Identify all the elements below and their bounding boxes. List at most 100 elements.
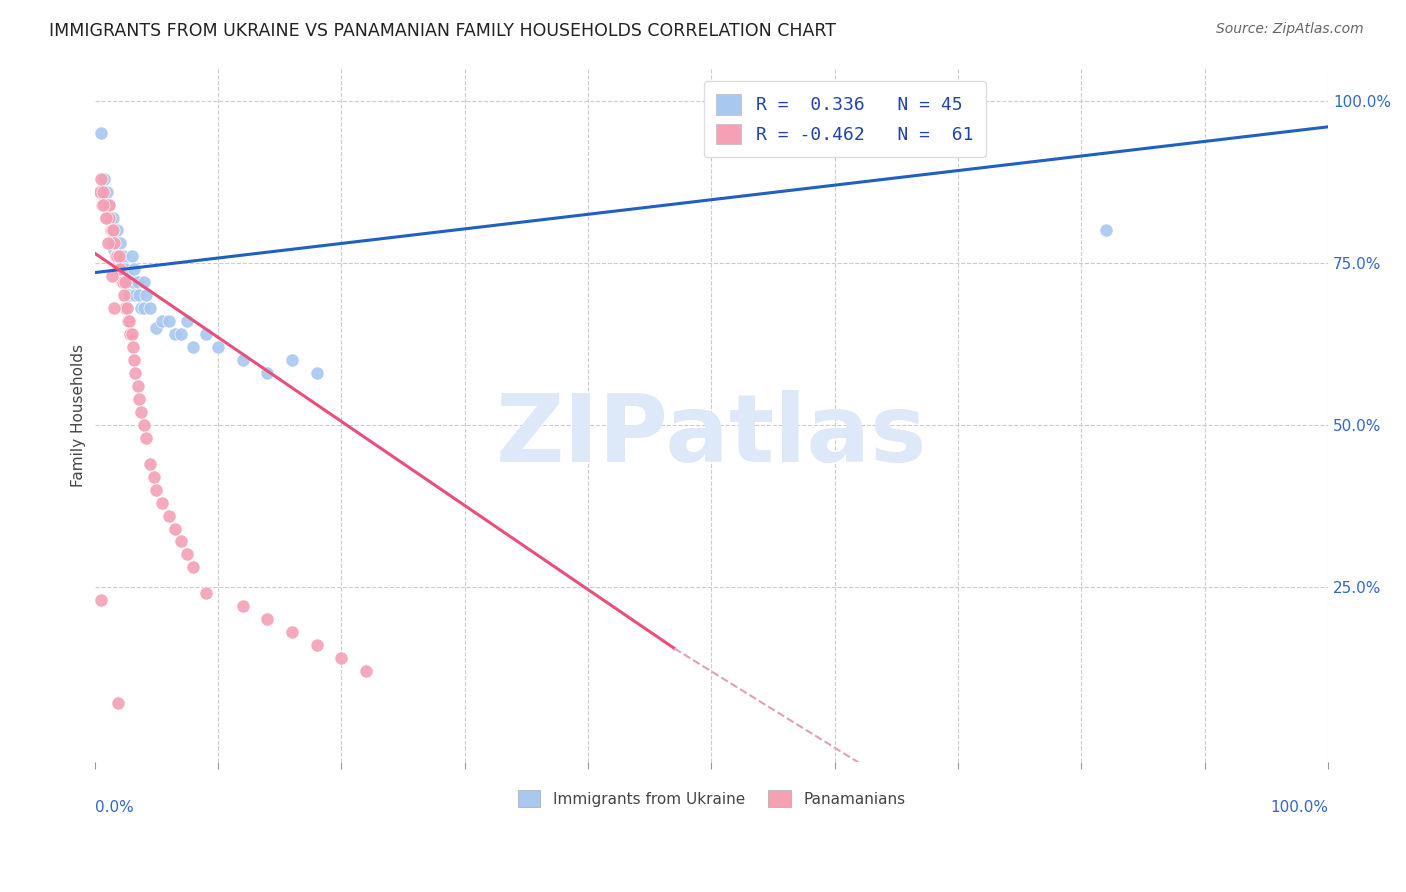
Point (139, 457, 162, 471)
Point (111, 276, 134, 290)
Point (115, 276, 138, 290)
Point (101, 211, 124, 225)
Point (305, 366, 328, 380)
Text: Source: ZipAtlas.com: Source: ZipAtlas.com (1216, 22, 1364, 37)
Point (118, 288, 141, 302)
Point (181, 340, 204, 354)
Text: IMMIGRANTS FROM UKRAINE VS PANAMANIAN FAMILY HOUSEHOLDS CORRELATION CHART: IMMIGRANTS FROM UKRAINE VS PANAMANIAN FA… (49, 22, 837, 40)
Point (103, 301, 125, 316)
Point (100, 223, 122, 237)
Point (176, 548, 198, 562)
Point (163, 522, 186, 536)
Point (207, 340, 229, 354)
Point (108, 249, 131, 263)
Point (111, 268, 134, 283)
Point (93, 171, 115, 186)
Point (111, 249, 134, 263)
Point (111, 276, 134, 290)
Point (128, 288, 150, 302)
Point (107, 262, 129, 277)
Point (117, 268, 139, 283)
Point (132, 417, 155, 432)
Point (1095, 223, 1118, 237)
Point (104, 249, 127, 263)
Point (281, 353, 304, 368)
Point (256, 612, 278, 626)
Point (101, 236, 124, 251)
Point (96, 197, 118, 211)
Point (115, 301, 138, 316)
Point (101, 236, 124, 251)
Point (98, 211, 121, 225)
Point (91, 197, 114, 211)
Point (117, 314, 139, 328)
Point (110, 262, 132, 277)
Point (97, 236, 120, 251)
Point (101, 223, 124, 237)
Point (121, 276, 143, 290)
Point (127, 379, 149, 393)
Point (256, 366, 278, 380)
Point (124, 366, 146, 380)
Point (89, 185, 111, 199)
Point (121, 327, 143, 342)
Point (118, 314, 141, 328)
Point (176, 314, 198, 328)
Point (97, 211, 120, 225)
Point (104, 249, 127, 263)
Point (194, 327, 217, 342)
Point (157, 314, 180, 328)
Point (110, 236, 132, 251)
Point (145, 320, 167, 334)
Point (194, 586, 217, 600)
Point (135, 288, 157, 302)
Point (122, 353, 145, 368)
Point (354, 664, 377, 678)
Point (111, 256, 134, 270)
Point (91, 197, 114, 211)
Point (114, 262, 136, 277)
Point (121, 340, 143, 354)
Point (232, 599, 254, 614)
Point (127, 276, 149, 290)
Text: 0.0%: 0.0% (94, 800, 134, 815)
Point (96, 185, 118, 199)
Point (128, 392, 150, 406)
Point (93, 197, 115, 211)
Point (98, 197, 121, 211)
Point (114, 276, 136, 290)
Point (98, 197, 121, 211)
Point (114, 301, 136, 316)
Point (305, 638, 328, 652)
Point (100, 223, 122, 237)
Point (142, 469, 165, 483)
Point (152, 314, 174, 328)
Point (132, 276, 155, 290)
Text: ZIPatlas: ZIPatlas (496, 390, 927, 482)
Point (121, 249, 143, 263)
Point (232, 353, 254, 368)
Point (124, 288, 146, 302)
Point (91, 185, 114, 199)
Point (131, 301, 153, 316)
Point (103, 243, 125, 257)
Point (90, 126, 112, 140)
Point (108, 249, 131, 263)
Point (90, 171, 112, 186)
Point (122, 262, 145, 277)
Point (105, 249, 128, 263)
Text: 100.0%: 100.0% (1270, 800, 1329, 815)
Point (181, 560, 204, 574)
Y-axis label: Family Households: Family Households (72, 343, 86, 487)
Point (157, 508, 180, 523)
Point (132, 301, 155, 316)
Point (120, 327, 142, 342)
Point (139, 301, 162, 316)
Point (145, 483, 167, 497)
Point (112, 288, 135, 302)
Point (105, 223, 128, 237)
Point (101, 236, 124, 251)
Point (101, 268, 124, 283)
Point (90, 592, 112, 607)
Legend: Immigrants from Ukraine, Panamanians: Immigrants from Ukraine, Panamanians (512, 784, 911, 814)
